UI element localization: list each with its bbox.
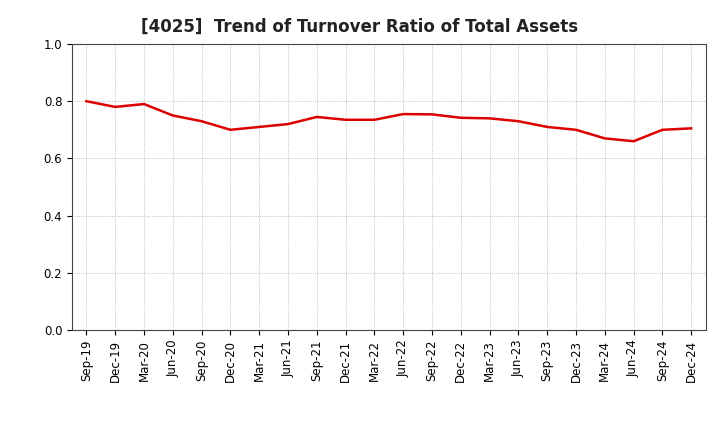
Text: [4025]  Trend of Turnover Ratio of Total Assets: [4025] Trend of Turnover Ratio of Total … (141, 18, 579, 36)
